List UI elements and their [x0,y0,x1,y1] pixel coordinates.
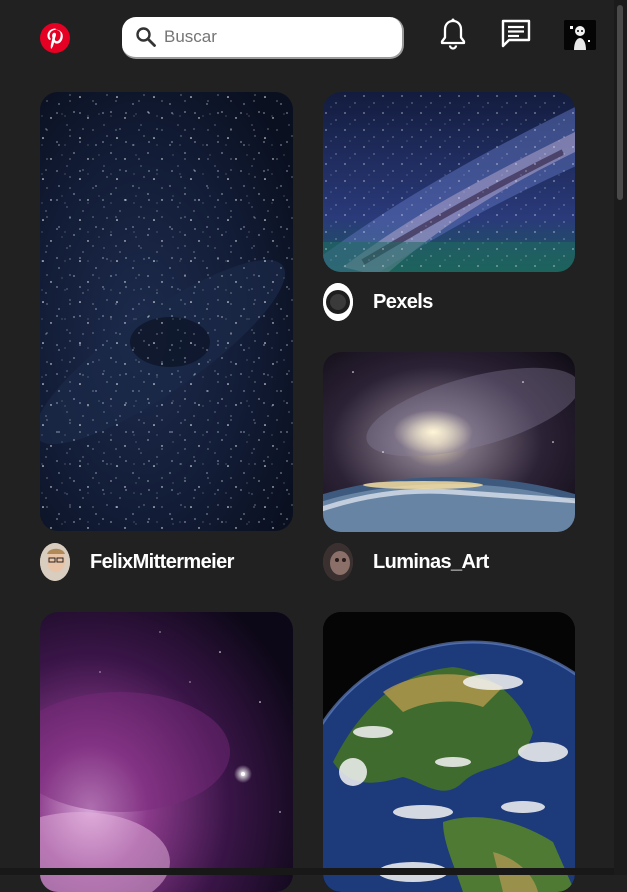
pin-image-purple-nebula[interactable] [40,612,293,892]
author-name[interactable]: Pexels [373,290,433,313]
pin-owner[interactable]: Pexels [323,282,433,322]
search-input[interactable] [162,26,386,48]
scrollbar-track[interactable] [614,0,627,875]
author-avatar[interactable] [323,283,353,321]
pin-image-starfield[interactable] [40,92,293,531]
search-bar[interactable] [122,17,404,59]
author-name[interactable]: FelixMittermeier [90,550,234,573]
scrollbar-thumb[interactable] [617,5,623,200]
bottom-edge [0,868,614,875]
pin-image-nebula-earth[interactable] [323,352,575,532]
author-avatar[interactable] [40,543,70,581]
pinterest-logo-icon[interactable] [39,22,71,54]
avatar[interactable] [564,20,596,50]
author-name[interactable]: Luminas_Art [373,550,489,573]
author-avatar[interactable] [323,543,353,581]
purple-nebula-image [40,612,293,892]
bell-icon[interactable] [437,17,469,51]
chat-icon[interactable] [500,17,532,51]
milky-way-image [323,92,575,272]
profile-avatar-image [564,20,596,50]
pin-image-earth[interactable] [323,612,575,892]
pin-image-milky-way[interactable] [323,92,575,272]
starfield-image [40,92,293,531]
search-icon [136,27,156,47]
pin-owner[interactable]: Luminas_Art [323,542,489,582]
nebula-earth-image [323,352,575,532]
earth-image [323,612,575,892]
pin-owner[interactable]: FelixMittermeier [40,542,234,582]
